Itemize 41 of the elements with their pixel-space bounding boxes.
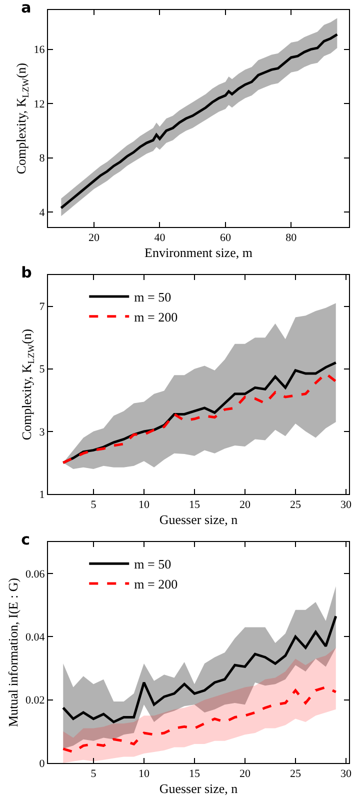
y-tick-label: 0.02 xyxy=(26,694,45,707)
y-tick-label: 0 xyxy=(39,758,46,770)
x-tick-label: 15 xyxy=(188,499,200,512)
chart-title: a xyxy=(21,0,32,16)
x-tick-label: 30 xyxy=(340,499,352,512)
x-tick-label: 25 xyxy=(290,768,302,780)
y-tick-label: 7 xyxy=(39,301,46,314)
x-tick-label: 20 xyxy=(239,768,251,780)
x-tick-label: 20 xyxy=(88,232,100,244)
x-tick-label: 5 xyxy=(90,499,97,512)
x-tick-label: 60 xyxy=(220,232,232,244)
x-axis-title: Guesser size, n xyxy=(159,512,238,527)
x-tick-label: 80 xyxy=(286,232,298,244)
y-axis-title: Mutual information, I(E : G) xyxy=(6,578,20,728)
line-series xyxy=(62,614,338,724)
y-tick-label: 8 xyxy=(39,152,46,165)
y-tick-label: 16 xyxy=(34,44,46,56)
legend-label: m = 50 xyxy=(134,556,172,572)
x-axis-title: Guesser size, n xyxy=(159,780,238,796)
x-tick-label: 5 xyxy=(90,768,97,780)
x-tick-label: 10 xyxy=(138,768,150,780)
legend-label: m = 50 xyxy=(134,290,172,305)
x-tick-label: 40 xyxy=(154,232,166,244)
y-tick-label: 0.06 xyxy=(26,568,46,580)
y-tick-label: 12 xyxy=(34,98,45,110)
y-tick-label: 4 xyxy=(39,206,46,219)
y-tick-label: 1 xyxy=(39,488,45,501)
x-tick-label: 10 xyxy=(138,499,150,512)
y-tick-label: 0.04 xyxy=(26,632,46,644)
legend-label: m = 200 xyxy=(134,576,178,592)
y-tick-label: 3 xyxy=(39,426,46,438)
chart-title: b xyxy=(21,264,32,282)
x-tick-label: 30 xyxy=(340,768,352,780)
chart-title: c xyxy=(21,530,30,548)
x-axis-title: Environment size, m xyxy=(144,244,252,260)
x-tick-label: 20 xyxy=(239,499,251,512)
line-series xyxy=(62,686,338,754)
x-tick-label: 25 xyxy=(290,499,302,512)
y-tick-label: 5 xyxy=(39,364,46,376)
x-tick-label: 15 xyxy=(188,768,200,780)
legend-label: m = 200 xyxy=(134,309,178,324)
